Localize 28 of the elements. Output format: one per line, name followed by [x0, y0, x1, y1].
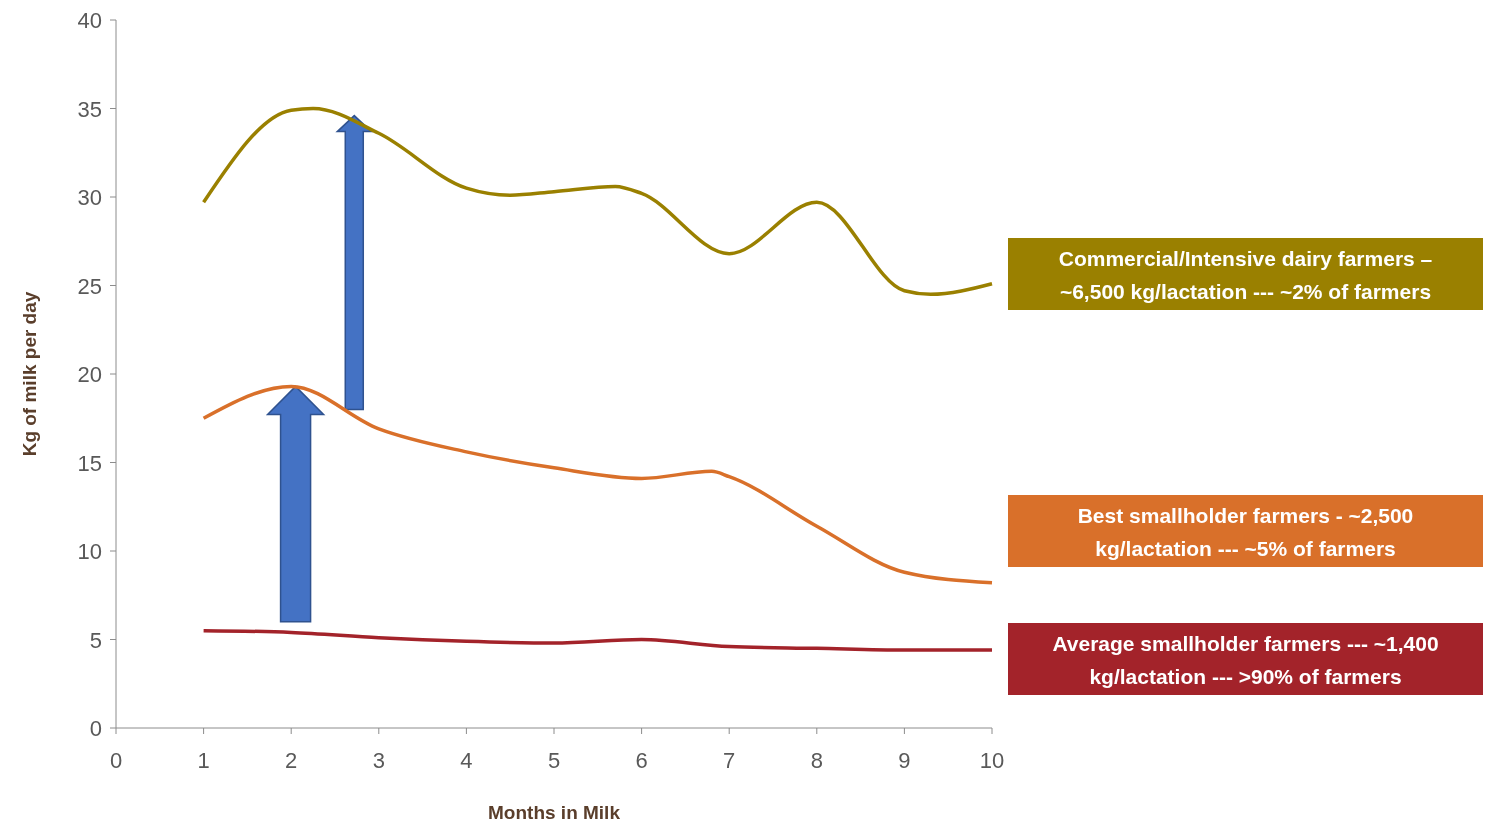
text: Average smallholder farmers --- ~1,400 kg/lactation --- >90% of farmers: [1052, 632, 1439, 688]
x-tick-label: 2: [285, 748, 298, 773]
y-axis-title: Kg of milk per day: [19, 291, 40, 457]
x-tick-label: 9: [898, 748, 911, 773]
line-series: [201, 384, 994, 585]
y-tick-label: 10: [77, 539, 102, 564]
y-tick-label: 15: [77, 450, 102, 476]
x-tick-label: 5: [547, 748, 561, 773]
x-tick-label: 4: [460, 748, 473, 773]
y-tick-label: 20: [77, 362, 102, 387]
x-tick-label: 6: [635, 748, 648, 773]
x-tick-label: 0: [109, 748, 123, 773]
y-tick-label: 0: [89, 716, 102, 741]
y-tick-label: 30: [77, 185, 102, 210]
text: Best smallholder farmers - ~2,500 kg/lactation --- ~5% of farmers: [1077, 504, 1414, 560]
line-series: [201, 106, 994, 297]
x-tick-label: 10: [979, 748, 1005, 773]
x-tick-label: 7: [723, 748, 736, 773]
x-tick-label: 1: [197, 748, 210, 773]
text: Commercial/Intensive dairy farmers – ~6,500 kg/lactation --- ~2% of farmers: [1058, 247, 1433, 303]
y-tick-label: 5: [89, 627, 102, 653]
y-tick-label: 40: [77, 8, 102, 33]
y-tick-label: 35: [77, 96, 102, 122]
x-tick-label: 8: [810, 748, 823, 773]
line-series: [201, 628, 994, 652]
x-axis-title: Months in Milk: [488, 802, 621, 823]
y-tick-label: 25: [77, 273, 102, 299]
x-tick-label: 3: [372, 748, 385, 773]
